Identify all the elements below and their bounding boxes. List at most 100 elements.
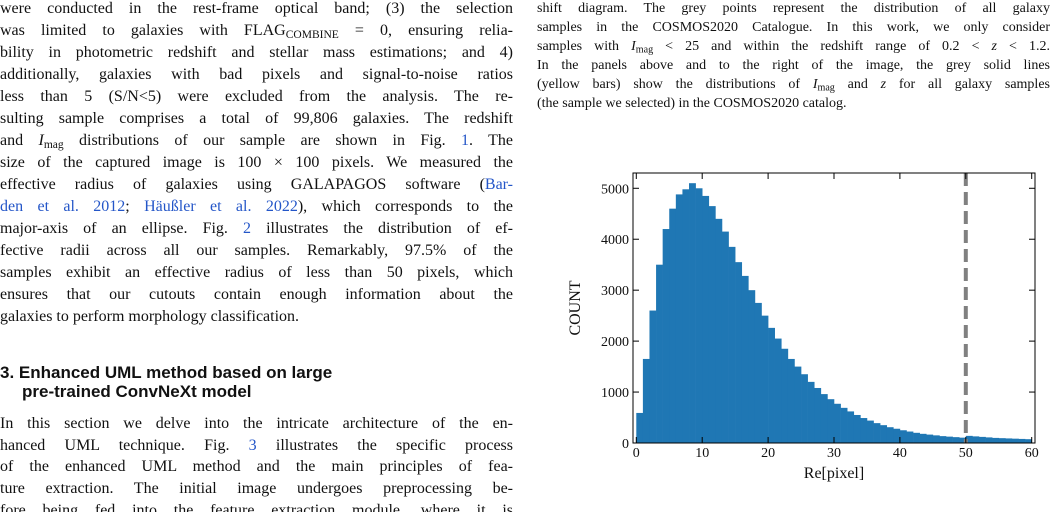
x-tick-label: 20 (761, 446, 775, 461)
histogram-bar (932, 435, 940, 443)
histogram-bar (807, 381, 815, 443)
histogram-bar (761, 315, 769, 443)
histogram-bar (814, 387, 822, 443)
histogram-bar (768, 327, 775, 443)
text-run: ; (125, 198, 145, 215)
histogram-bar (721, 231, 729, 443)
text-run: mag (635, 44, 654, 56)
y-tick-label: 0 (622, 437, 629, 452)
text-line: bility in photometric redshift and stell… (0, 42, 513, 64)
histogram-bar (972, 436, 980, 443)
histogram-bar (728, 246, 736, 443)
histogram-bar (781, 348, 789, 443)
x-tick-label: 50 (959, 446, 973, 461)
text-line: major-axis of an ellipse. Fig. 2 illustr… (0, 218, 513, 240)
histogram-bar (899, 430, 907, 443)
histogram-bar (787, 358, 795, 443)
histogram-bar (642, 358, 650, 443)
histogram-bar (913, 432, 920, 443)
text-run: < 1.2. (997, 38, 1050, 54)
text-run: galaxies to perform morphology classific… (0, 308, 300, 325)
histogram-bar (689, 183, 696, 444)
text-line: size of the captured image is 100 × 100 … (0, 152, 513, 174)
text-run: fore being fed into the feature extracti… (0, 501, 513, 512)
histogram-bar (669, 208, 677, 443)
histogram-bar (919, 433, 927, 443)
histogram-bar (794, 366, 802, 443)
text-run: 3. Enhanced UML method based on large (0, 362, 333, 382)
text-run: ensures that our cutouts contain enough … (0, 286, 513, 303)
text-run: and (0, 132, 39, 149)
reference-link[interactable]: 1 (461, 132, 470, 149)
text-run: samples in the COSMOS2020 Catalogue. In … (537, 19, 1050, 35)
histogram-bar (946, 436, 953, 443)
histogram-bar (834, 403, 841, 443)
y-tick-label: 4000 (601, 233, 629, 248)
histogram-bar (893, 428, 901, 443)
reference-link[interactable]: 2 (243, 220, 252, 237)
x-tick-label: 60 (1025, 446, 1039, 461)
text-line: shift diagram. The grey points represent… (537, 0, 1050, 18)
histogram-bar (820, 394, 828, 443)
text-run: sulting sample comprises a total of 99,8… (0, 110, 513, 127)
text-line: (yellow bars) show the distributions of … (537, 75, 1050, 94)
text-line: were conducted in the rest-frame optical… (0, 0, 513, 20)
histogram-bar (1018, 438, 1026, 443)
text-run: distributions of our sample are shown in… (63, 132, 462, 149)
text-line: fective radii across all our samples. Re… (0, 240, 513, 262)
text-line: hanced UML technique. Fig. 3 illustrates… (0, 435, 513, 457)
reference-link[interactable]: 3 (248, 436, 257, 454)
text-run: = 0, ensuring relia- (338, 22, 513, 39)
histogram-bar (754, 302, 762, 443)
text-run: (yellow bars) show the distributions of (537, 76, 813, 92)
text-run: and (834, 76, 881, 92)
text-run: size of the captured image is 100 × 100 … (0, 154, 513, 171)
text-run: of the enhanced UML method and the main … (0, 458, 513, 476)
text-run: pre-trained ConvNeXt model (22, 381, 252, 401)
histogram-bar (926, 434, 934, 443)
text-run: samples exhibit an effective radius of l… (0, 264, 513, 281)
text-line: less than 5 (S/N<5) were excluded from t… (0, 86, 513, 108)
text-run: hanced UML technique. Fig. (0, 436, 249, 454)
text-run: less than 5 (S/N<5) were excluded from t… (0, 88, 513, 105)
histogram-bar (873, 423, 881, 443)
histogram-bar (840, 407, 848, 443)
y-tick-label: 2000 (601, 335, 629, 350)
text-run: was limited to galaxies with FLAG (0, 22, 286, 39)
reference-link[interactable]: Häußler et al. 2022 (144, 198, 298, 215)
histogram-bar (992, 437, 1000, 443)
histogram-bar (906, 431, 914, 443)
text-line: pre-trained ConvNeXt model (22, 382, 522, 401)
text-run: illustrates the distribution of ef- (251, 220, 514, 237)
histogram-bar (827, 399, 835, 443)
reference-link[interactable]: den et al. 2012 (0, 198, 126, 215)
text-line: was limited to galaxies with FLAGCOMBINE… (0, 20, 513, 42)
text-run: I (38, 132, 44, 149)
histogram-bar (860, 418, 868, 443)
text-line: In this section we delve into the intric… (0, 413, 513, 435)
text-run: effective radius of galaxies using GALAP… (0, 176, 485, 193)
histogram-bar (735, 262, 743, 443)
histogram-bar (959, 437, 967, 443)
text-run: I (631, 38, 636, 54)
text-line: ensures that our cutouts contain enough … (0, 284, 513, 306)
text-run: bility in photometric redshift and stell… (0, 44, 513, 61)
y-axis-label: COUNT (567, 280, 584, 335)
histogram-bar (939, 436, 947, 443)
text-line: and Imag distributions of our sample are… (0, 130, 513, 152)
histogram-bar (715, 218, 723, 443)
histogram-bar (998, 438, 1006, 443)
text-line: additionally, galaxies with bad pixels a… (0, 64, 513, 86)
x-tick-label: 10 (695, 446, 709, 461)
text-run: . The (469, 132, 514, 149)
text-run: for all galaxy samples (886, 76, 1050, 92)
text-run: mag (43, 138, 64, 151)
histogram-bar (801, 374, 808, 443)
text-line: sulting sample comprises a total of 99,8… (0, 108, 513, 130)
histogram-bar (662, 229, 670, 443)
text-run: I (812, 76, 818, 92)
text-line: of the enhanced UML method and the main … (0, 456, 513, 478)
text-run: < 25 and within the redshift range of 0.… (653, 38, 992, 54)
reference-link[interactable]: Bar- (484, 176, 513, 193)
